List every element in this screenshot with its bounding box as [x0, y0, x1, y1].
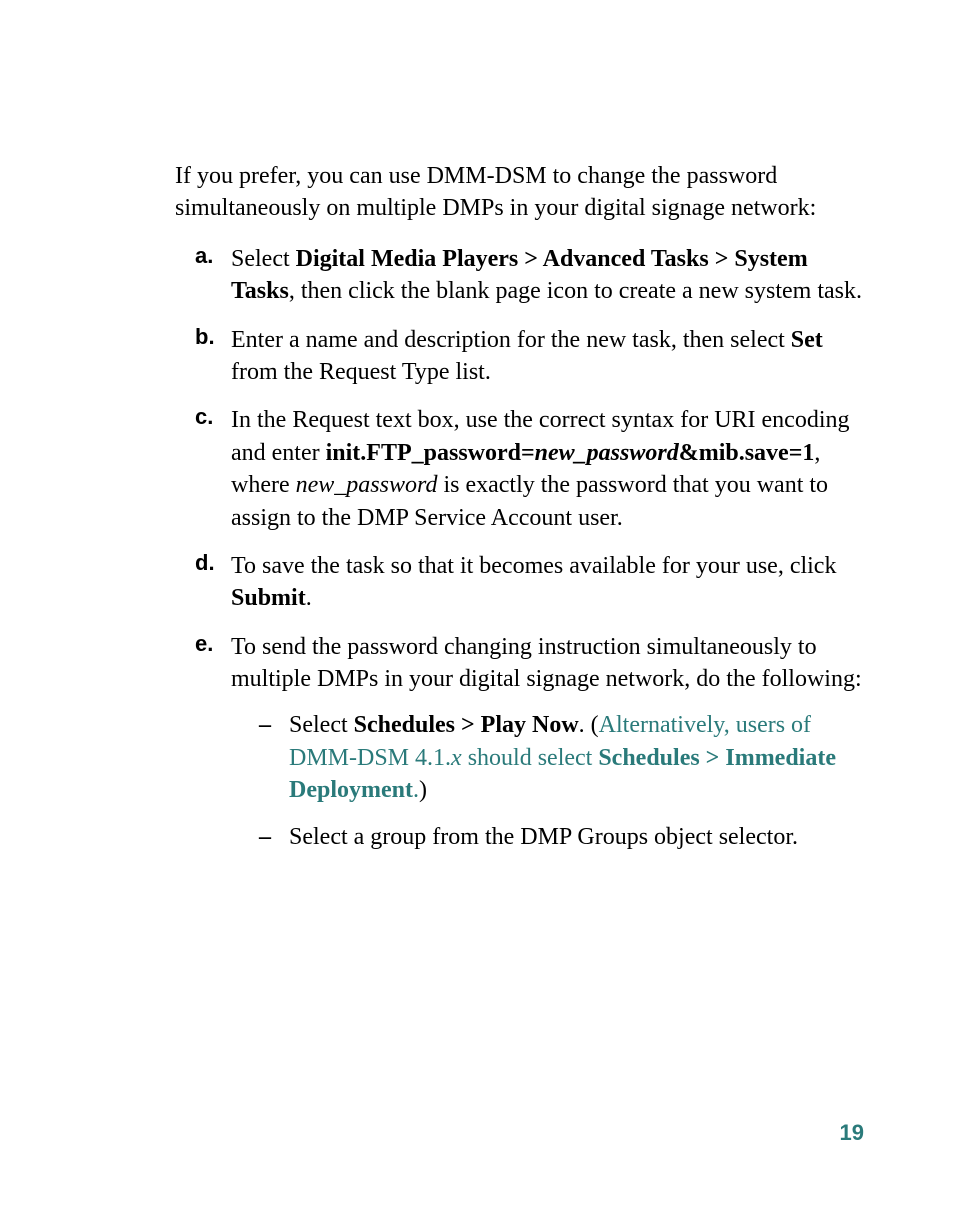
s1-close: ) — [419, 777, 427, 803]
d-bold: Submit — [231, 585, 306, 611]
s1-tealitalic: x — [451, 745, 462, 771]
list-item-d: d. To save the task so that it becomes a… — [175, 550, 864, 615]
a-pre: Select — [231, 246, 296, 272]
sub-marker-2: – — [259, 821, 289, 853]
page-number: 19 — [840, 1120, 864, 1146]
s1-bold: Schedules > Play Now — [354, 712, 579, 738]
a-post: , then click the blank page icon to crea… — [289, 278, 862, 304]
marker-d: d. — [195, 550, 231, 615]
c-italic1: new_password — [535, 440, 679, 466]
b-post: from the Request Type list. — [231, 359, 491, 385]
s1-pre: Select — [289, 712, 354, 738]
sub-marker-1: – — [259, 709, 289, 806]
list-item-a: a. Select Digital Media Players > Advanc… — [175, 243, 864, 308]
b-pre: Enter a name and description for the new… — [231, 327, 791, 353]
c-bold1: init.FTP_password= — [326, 440, 535, 466]
marker-a: a. — [195, 243, 231, 308]
sublist: – Select Schedules > Play Now. (Alternat… — [231, 709, 864, 853]
list-item-b: b. Enter a name and description for the … — [175, 324, 864, 389]
text-e: To send the password changing instructio… — [231, 631, 864, 867]
e-text: To send the password changing instructio… — [231, 634, 862, 692]
d-pre: To save the task so that it becomes avai… — [231, 553, 836, 579]
text-b: Enter a name and description for the new… — [231, 324, 864, 389]
text-c: In the Request text box, use the correct… — [231, 404, 864, 534]
text-d: To save the task so that it becomes avai… — [231, 550, 864, 615]
c-bold2: &mib.save=1 — [679, 440, 815, 466]
d-post: . — [306, 585, 312, 611]
sub-item-1: – Select Schedules > Play Now. (Alternat… — [231, 709, 864, 806]
s1-teal2: should select — [462, 745, 599, 771]
list-item-c: c. In the Request text box, use the corr… — [175, 404, 864, 534]
marker-e: e. — [195, 631, 231, 867]
b-bold: Set — [791, 327, 823, 353]
s1-post1: . ( — [579, 712, 599, 738]
intro-paragraph: If you prefer, you can use DMM-DSM to ch… — [175, 160, 864, 225]
text-a: Select Digital Media Players > Advanced … — [231, 243, 864, 308]
list-item-e: e. To send the password changing instruc… — [175, 631, 864, 867]
marker-c: c. — [195, 404, 231, 534]
sub-item-2: – Select a group from the DMP Groups obj… — [231, 821, 864, 853]
sub-text-1: Select Schedules > Play Now. (Alternativ… — [289, 709, 864, 806]
sub-text-2: Select a group from the DMP Groups objec… — [289, 821, 798, 853]
c-italic2: new_password — [296, 472, 438, 498]
marker-b: b. — [195, 324, 231, 389]
